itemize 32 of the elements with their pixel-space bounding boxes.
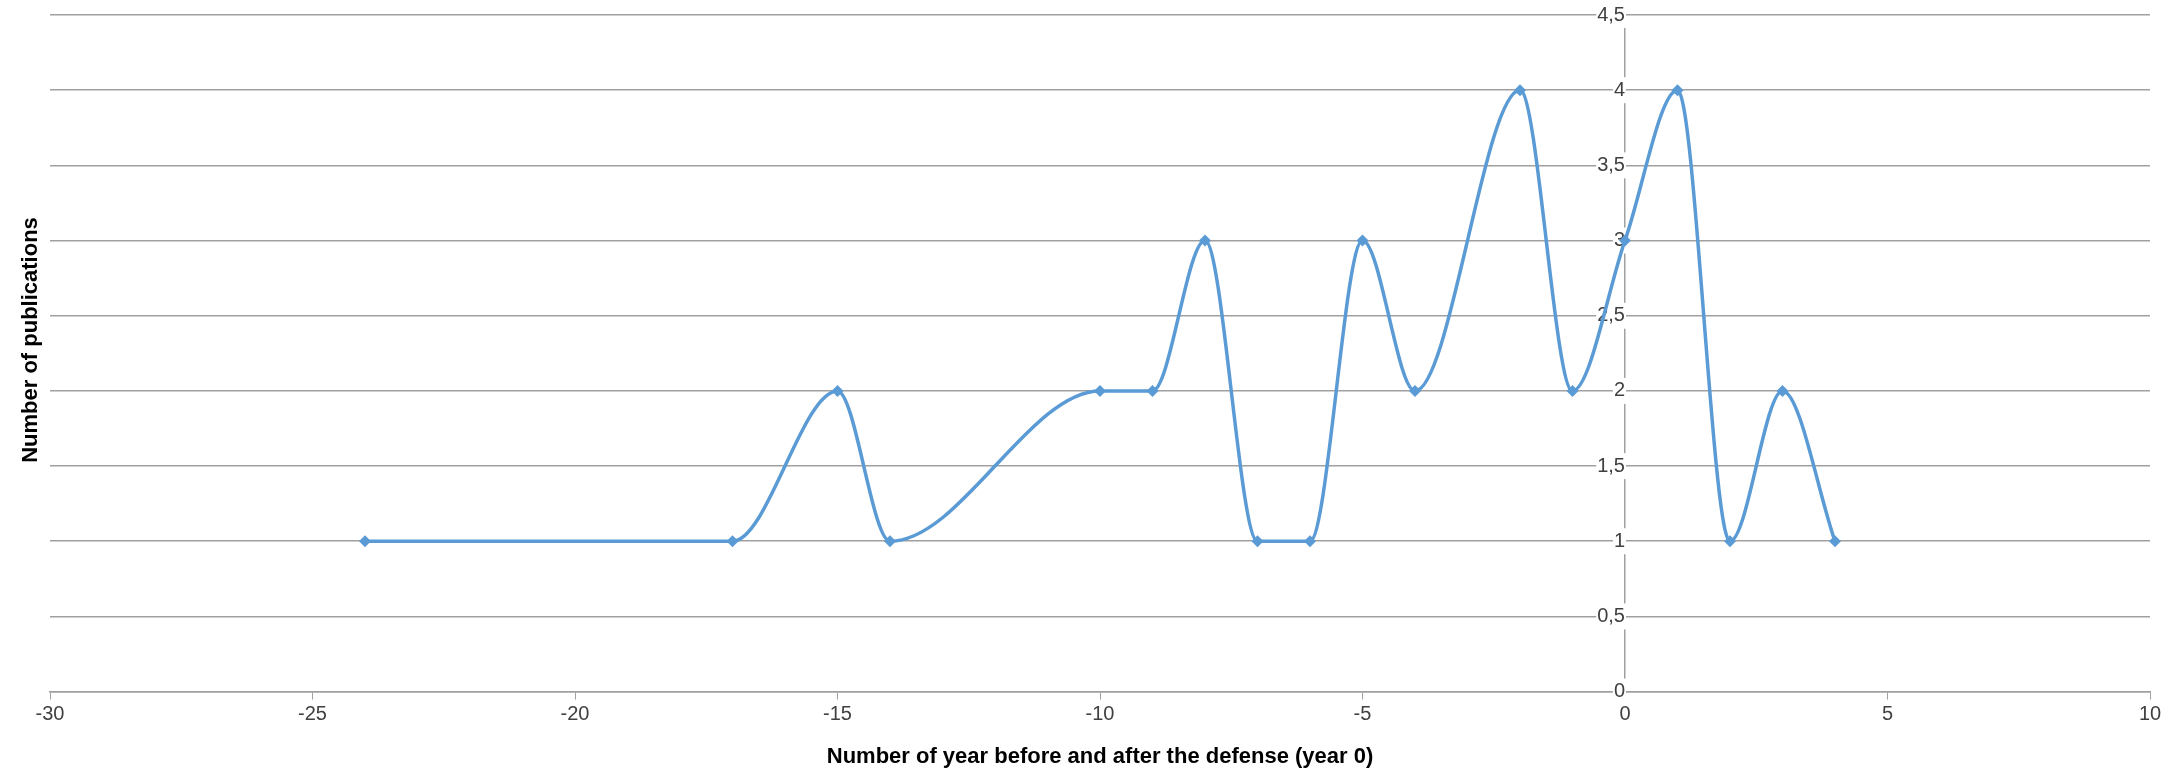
y-tick-label: 4 bbox=[1613, 77, 1625, 100]
x-tick-label: -20 bbox=[560, 702, 590, 725]
point bbox=[1199, 234, 1211, 247]
y-tick-label: 3,5 bbox=[1597, 152, 1625, 175]
y-tick-label: 4,5 bbox=[1597, 2, 1625, 25]
point bbox=[1724, 535, 1736, 548]
point bbox=[1356, 234, 1369, 247]
point bbox=[359, 535, 371, 548]
x-tick-label: 5 bbox=[1881, 702, 1894, 725]
point bbox=[1409, 384, 1421, 397]
x-axis-title: Number of year before and after the defense (year 0) bbox=[826, 742, 1374, 768]
x-tick-label: 10 bbox=[2138, 702, 2162, 725]
y-tick-label: 1,5 bbox=[1597, 453, 1625, 476]
x-tick-label: -10 bbox=[1085, 702, 1115, 725]
point bbox=[1566, 384, 1579, 397]
y-tick-label: 0,5 bbox=[1597, 603, 1625, 626]
point bbox=[1671, 84, 1684, 97]
x-tick-label: -5 bbox=[1353, 702, 1372, 725]
y-tick-label: 1 bbox=[1613, 528, 1625, 551]
point bbox=[1776, 384, 1789, 397]
point bbox=[1829, 535, 1841, 548]
y-axis-title: Number of publications bbox=[17, 217, 43, 463]
y-tick-label: 2 bbox=[1613, 378, 1625, 401]
point bbox=[884, 535, 896, 548]
point bbox=[1094, 384, 1106, 397]
x-tick-label: -30 bbox=[35, 702, 65, 725]
y-tick-label: 0 bbox=[1613, 679, 1625, 702]
point bbox=[831, 384, 844, 397]
x-tick-label: -25 bbox=[298, 702, 327, 725]
point bbox=[1514, 84, 1526, 97]
point bbox=[1304, 535, 1316, 548]
x-tick-label: -15 bbox=[823, 702, 852, 725]
